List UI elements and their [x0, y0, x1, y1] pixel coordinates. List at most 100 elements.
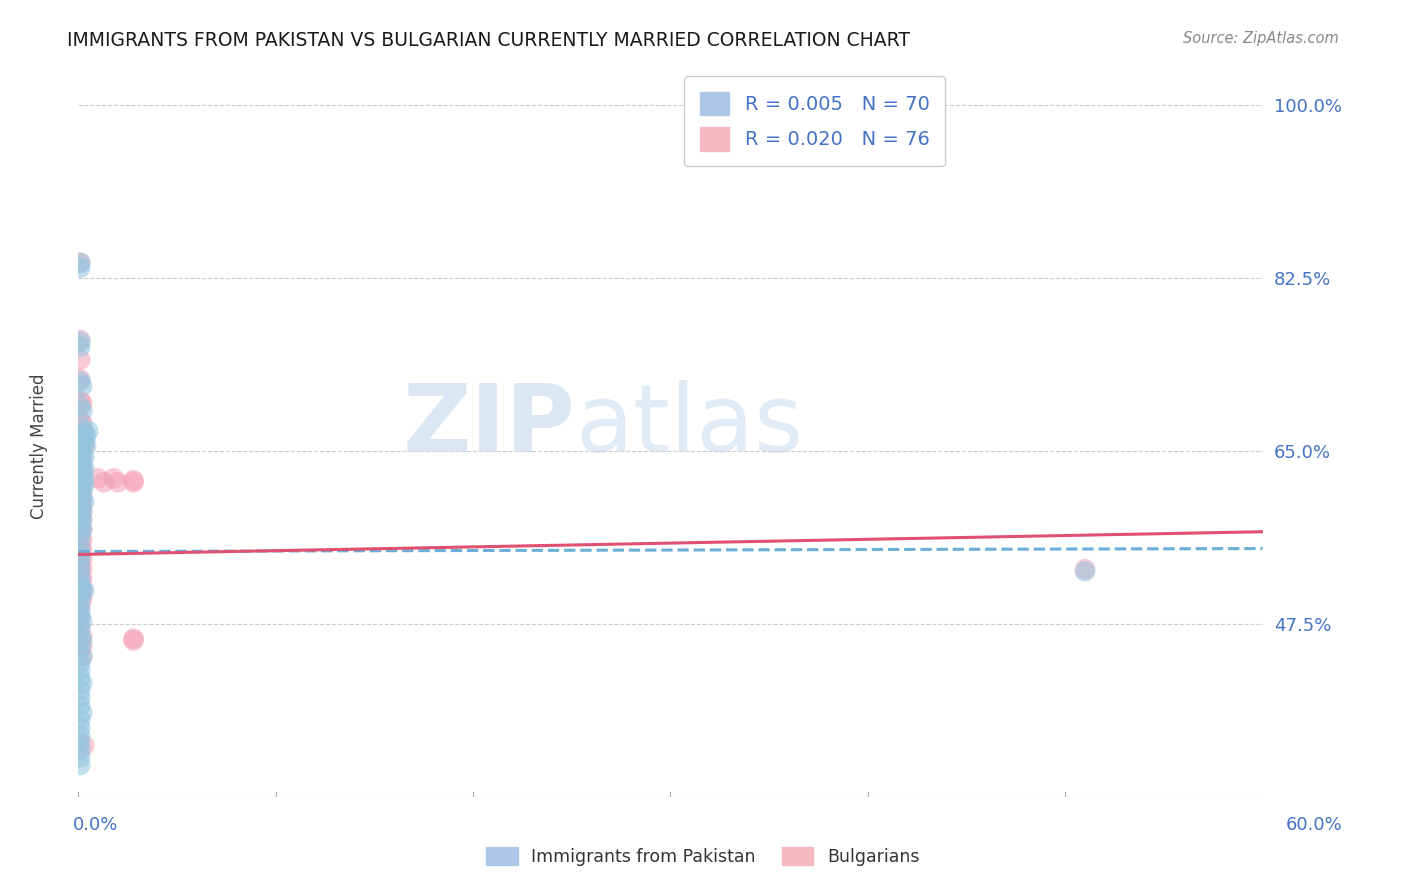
Point [69, 604, 91, 618]
Point [73, 435, 96, 450]
Point [70, 498, 93, 512]
Point [70, 706, 93, 720]
Legend: Immigrants from Pakistan, Bulgarians: Immigrants from Pakistan, Bulgarians [479, 840, 927, 872]
Point [69, 562, 91, 576]
Point [70, 523, 93, 537]
Point [75, 439, 97, 453]
Point [69, 548, 91, 562]
Point [70, 513, 93, 527]
Point [122, 475, 145, 490]
Point [70, 475, 93, 490]
Point [77, 424, 100, 438]
Point [70, 396, 93, 410]
Point [69, 554, 91, 568]
Point [70, 471, 93, 485]
Point [70, 434, 93, 448]
Point [69, 260, 91, 275]
Point [70, 505, 93, 519]
Point [69, 511, 91, 525]
Point [69, 475, 91, 490]
Point [69, 468, 91, 483]
Point [70, 523, 93, 537]
Point [69, 531, 91, 545]
Point [69, 434, 91, 448]
Point [70, 640, 93, 654]
Point [122, 633, 145, 648]
Point [70, 488, 93, 502]
Legend: R = 0.005   N = 70, R = 0.020   N = 76: R = 0.005 N = 70, R = 0.020 N = 76 [685, 76, 945, 166]
Point [70, 582, 93, 596]
Text: Currently Married: Currently Married [31, 373, 48, 519]
Point [69, 713, 91, 727]
Point [69, 511, 91, 525]
Point [93, 475, 115, 490]
Point [69, 531, 91, 545]
Point [70, 676, 93, 690]
Point [69, 394, 91, 409]
Point [69, 550, 91, 565]
Point [69, 577, 91, 591]
Point [69, 445, 91, 459]
Point [70, 422, 93, 436]
Point [69, 466, 91, 480]
Point [73, 439, 96, 453]
Text: 0.0%: 0.0% [73, 816, 118, 834]
Point [69, 521, 91, 535]
Point [70, 513, 93, 527]
Point [69, 495, 91, 509]
Point [69, 560, 91, 574]
Point [69, 570, 91, 584]
Point [69, 503, 91, 517]
Point [73, 478, 96, 492]
Point [69, 340, 91, 354]
Text: atlas: atlas [575, 380, 804, 472]
Point [73, 495, 96, 509]
Point [70, 591, 93, 606]
Point [69, 728, 91, 742]
Text: Source: ZipAtlas.com: Source: ZipAtlas.com [1182, 31, 1339, 46]
Point [1074, 562, 1097, 576]
Point [122, 473, 145, 487]
Point [70, 461, 93, 475]
Point [73, 739, 96, 753]
Point [69, 599, 91, 614]
Point [75, 429, 97, 443]
Point [70, 458, 93, 473]
Point [69, 750, 91, 764]
Point [69, 663, 91, 677]
Point [70, 493, 93, 508]
Point [73, 450, 96, 465]
Point [69, 698, 91, 713]
Point [69, 375, 91, 389]
Point [69, 721, 91, 735]
Point [70, 542, 93, 557]
Point [69, 473, 91, 487]
Point [69, 597, 91, 611]
Text: 60.0%: 60.0% [1286, 816, 1343, 834]
Point [69, 333, 91, 347]
Point [70, 468, 93, 483]
Point [73, 461, 96, 475]
Point [69, 735, 91, 749]
Point [69, 541, 91, 555]
Point [69, 682, 91, 697]
Point [69, 609, 91, 624]
Point [69, 580, 91, 594]
Point [70, 478, 93, 492]
Point [70, 633, 93, 648]
Point [70, 552, 93, 566]
Point [69, 458, 91, 473]
Point [69, 622, 91, 636]
Point [70, 435, 93, 450]
Point [70, 533, 93, 547]
Point [70, 649, 93, 664]
Point [122, 632, 145, 646]
Point [70, 404, 93, 418]
Point [70, 614, 93, 628]
Point [69, 570, 91, 584]
Point [70, 449, 93, 463]
Point [69, 449, 91, 463]
Point [69, 620, 91, 634]
Point [69, 630, 91, 644]
Point [69, 657, 91, 671]
